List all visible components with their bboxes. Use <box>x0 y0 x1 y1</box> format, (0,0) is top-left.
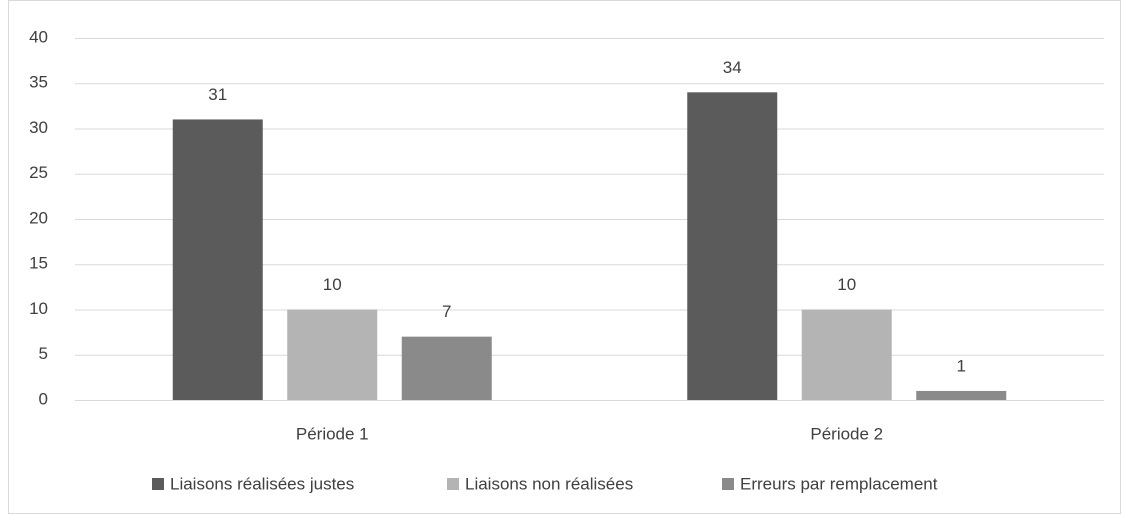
legend-label: Erreurs par remplacement <box>740 474 938 493</box>
y-tick-label: 5 <box>39 344 48 363</box>
legend-label: Liaisons non réalisées <box>465 474 633 493</box>
x-tick-label: Période 1 <box>296 424 369 443</box>
data-label: 7 <box>442 302 451 321</box>
y-tick-label: 35 <box>29 73 48 92</box>
y-tick-label: 15 <box>29 254 48 273</box>
bar <box>687 92 778 401</box>
data-label: 1 <box>957 356 966 375</box>
bar <box>172 119 263 400</box>
bar <box>287 309 378 400</box>
y-tick-label: 30 <box>29 118 48 137</box>
y-tick-label: 20 <box>29 208 48 227</box>
legend-swatch <box>152 478 164 490</box>
bar <box>401 336 492 400</box>
data-label: 34 <box>723 58 742 77</box>
data-label: 10 <box>323 275 342 294</box>
bar <box>916 390 1007 400</box>
data-label: 10 <box>837 275 856 294</box>
legend-label: Liaisons réalisées justes <box>170 474 354 493</box>
data-label: 31 <box>208 85 227 104</box>
y-tick-label: 25 <box>29 163 48 182</box>
x-tick-label: Période 2 <box>810 424 883 443</box>
bar <box>801 309 892 400</box>
y-tick-label: 40 <box>29 27 48 46</box>
legend-swatch <box>722 478 734 490</box>
y-tick-label: 10 <box>29 299 48 318</box>
legend-swatch <box>447 478 459 490</box>
y-tick-label: 0 <box>39 389 48 408</box>
